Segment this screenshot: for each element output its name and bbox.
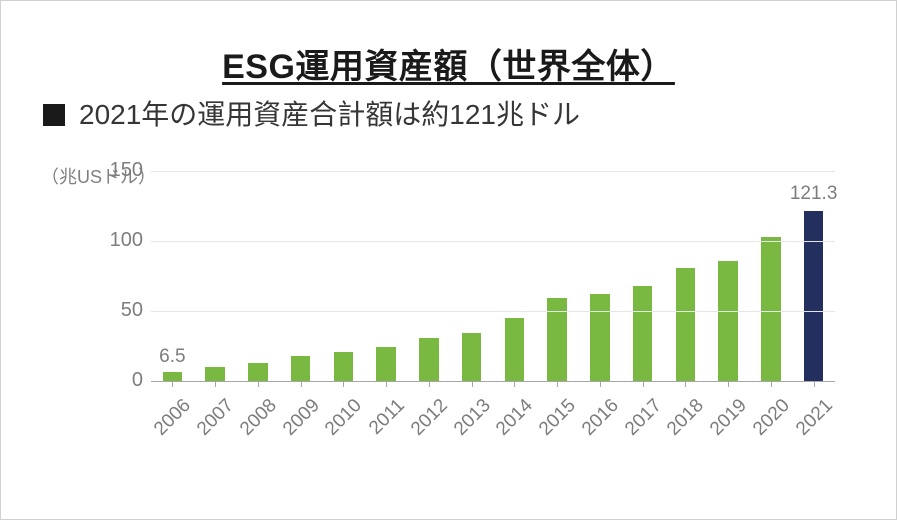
bar — [205, 367, 225, 381]
bar — [633, 286, 653, 381]
x-tick-mark — [728, 381, 729, 387]
slide-root: ESG運用資産額（世界全体） 2021年の運用資産合計額は約121兆ドル （兆U… — [0, 0, 897, 520]
bar — [590, 294, 610, 381]
x-tick-mark — [386, 381, 387, 387]
bar — [804, 211, 824, 381]
value-label-first: 6.5 — [159, 346, 185, 368]
y-tick-label: 50 — [83, 299, 143, 322]
bar — [163, 372, 183, 381]
slide-title: ESG運用資産額（世界全体） — [1, 39, 896, 88]
x-tick-mark — [685, 381, 686, 387]
plot-area — [151, 171, 835, 381]
x-tick-mark — [600, 381, 601, 387]
x-axis-line — [151, 381, 835, 382]
grid-line — [151, 311, 835, 312]
grid-line — [151, 241, 835, 242]
bar — [505, 318, 525, 381]
chart-container: （兆USドル） 05010015020062007200820092010201… — [41, 151, 861, 496]
y-tick-label: 0 — [83, 369, 143, 392]
bullet-text: 2021年の運用資産合計額は約121兆ドル — [79, 101, 580, 129]
x-tick-mark — [557, 381, 558, 387]
x-tick-mark — [258, 381, 259, 387]
bar — [419, 338, 439, 381]
bullet-square-icon — [43, 104, 65, 126]
bullet-row: 2021年の運用資産合計額は約121兆ドル — [43, 101, 580, 129]
x-tick-mark — [514, 381, 515, 387]
x-tick-mark — [172, 381, 173, 387]
bar — [376, 347, 396, 381]
x-tick-mark — [771, 381, 772, 387]
x-tick-mark — [814, 381, 815, 387]
bar — [718, 261, 738, 381]
x-tick-mark — [215, 381, 216, 387]
y-tick-label: 150 — [83, 159, 143, 182]
y-tick-label: 100 — [83, 229, 143, 252]
bar — [462, 333, 482, 381]
bar — [334, 352, 354, 381]
x-tick-mark — [343, 381, 344, 387]
x-tick-mark — [429, 381, 430, 387]
x-tick-mark — [472, 381, 473, 387]
grid-line — [151, 171, 835, 172]
x-tick-mark — [643, 381, 644, 387]
value-label-last: 121.3 — [790, 183, 838, 205]
bar — [761, 237, 781, 381]
bar — [676, 268, 696, 381]
x-tick-mark — [301, 381, 302, 387]
bar — [291, 356, 311, 381]
bar — [248, 363, 268, 381]
